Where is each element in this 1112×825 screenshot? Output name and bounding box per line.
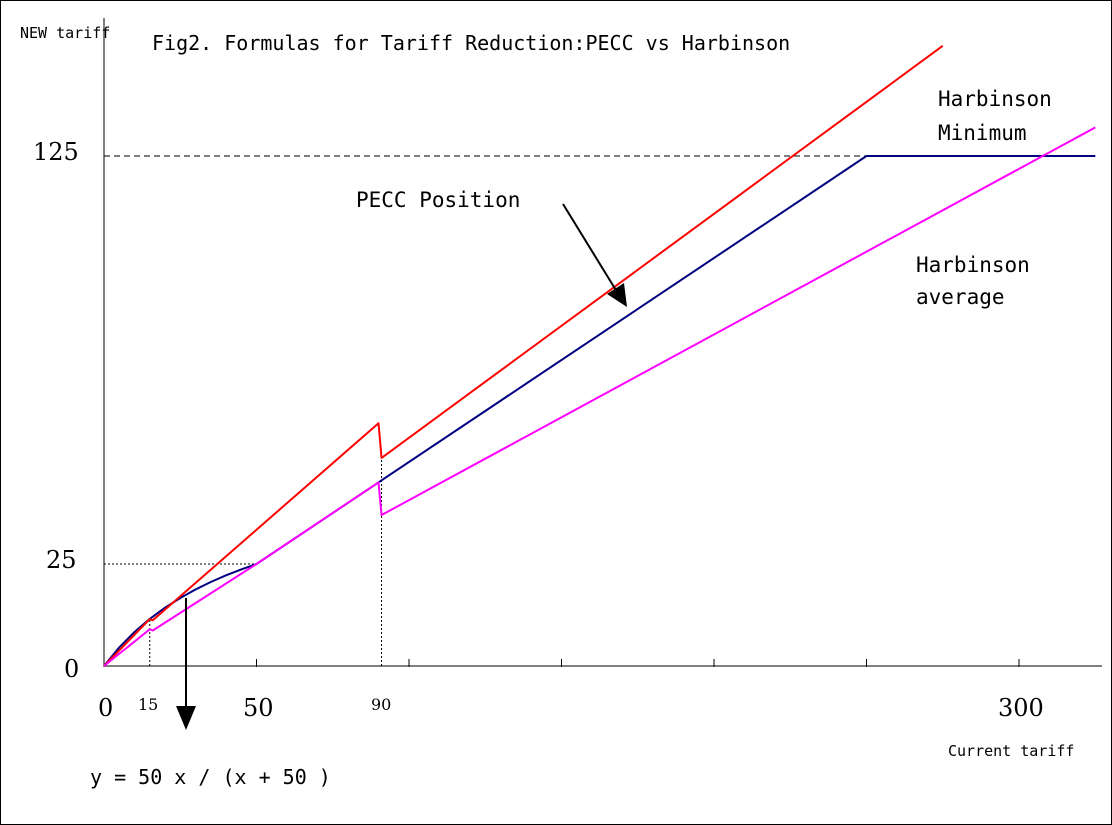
harbinson-minimum-label-2: Minimum	[938, 121, 1027, 145]
x-tick-label-300: 300	[998, 694, 1044, 722]
chart-title: Fig2. Formulas for Tariff Reduction:PECC…	[152, 31, 790, 55]
y-tick-label-0: 0	[64, 655, 79, 683]
formula-arrow-head	[176, 706, 196, 730]
y-tick-label-25: 25	[46, 546, 77, 574]
pecc-arrow	[562, 203, 623, 301]
harbinson-average-label-2: average	[916, 285, 1005, 309]
series-line-harbinson-minimum	[103, 45, 944, 667]
x-axis-label: Current tariff	[948, 742, 1074, 760]
series-line-harbinson-average	[103, 126, 1096, 667]
y-axis-label: NEW tariff	[20, 24, 110, 42]
x-tick-label-50: 50	[243, 694, 274, 722]
x-tick-label-15: 15	[138, 695, 158, 714]
x-tick-label-90: 90	[371, 695, 391, 714]
pecc-position-label: PECC Position	[356, 188, 520, 212]
x-tick-label-0: 0	[98, 694, 113, 722]
harbinson-minimum-label-1: Harbinson	[938, 87, 1052, 111]
y-tick-label-125: 125	[33, 138, 79, 166]
harbinson-average-label-1: Harbinson	[916, 253, 1030, 277]
formula-label: y = 50 x / (x + 50 )	[90, 765, 331, 789]
pecc-arrow-head	[607, 283, 627, 307]
